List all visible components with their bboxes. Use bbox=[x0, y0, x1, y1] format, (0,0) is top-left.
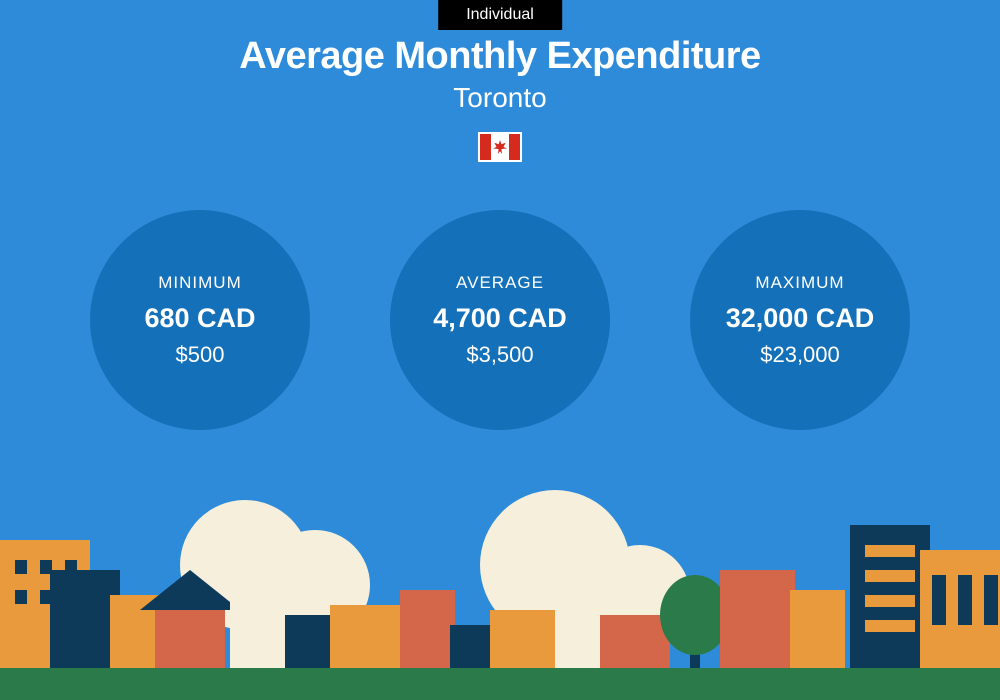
city-subtitle: Toronto bbox=[0, 82, 1000, 114]
stat-circle-average: AVERAGE 4,700 CAD $3,500 bbox=[390, 210, 610, 430]
stat-value-usd: $23,000 bbox=[760, 342, 840, 368]
stat-circle-minimum: MINIMUM 680 CAD $500 bbox=[90, 210, 310, 430]
canada-flag-icon bbox=[478, 132, 522, 162]
building-shape bbox=[720, 570, 795, 680]
tag-label: Individual bbox=[466, 6, 534, 23]
stat-label: MINIMUM bbox=[158, 273, 241, 293]
building-shape bbox=[555, 585, 605, 680]
stat-value-usd: $3,500 bbox=[466, 342, 533, 368]
cityscape-illustration bbox=[0, 490, 1000, 700]
maple-leaf-icon bbox=[493, 140, 507, 154]
stat-label: AVERAGE bbox=[456, 273, 544, 293]
category-tag: Individual bbox=[438, 0, 562, 30]
building-shape bbox=[850, 525, 930, 680]
stat-value-usd: $500 bbox=[176, 342, 225, 368]
stat-value-cad: 4,700 CAD bbox=[433, 303, 567, 334]
roof-shape bbox=[140, 570, 240, 610]
building-shape bbox=[230, 585, 290, 680]
stats-row: MINIMUM 680 CAD $500 AVERAGE 4,700 CAD $… bbox=[0, 210, 1000, 430]
building-shape bbox=[920, 550, 1000, 680]
stat-value-cad: 32,000 CAD bbox=[726, 303, 875, 334]
page-title: Average Monthly Expenditure bbox=[0, 35, 1000, 78]
building-shape bbox=[790, 590, 845, 680]
stat-circle-maximum: MAXIMUM 32,000 CAD $23,000 bbox=[690, 210, 910, 430]
stat-value-cad: 680 CAD bbox=[144, 303, 255, 334]
stat-label: MAXIMUM bbox=[755, 273, 844, 293]
ground-shape bbox=[0, 668, 1000, 700]
header: Average Monthly Expenditure Toronto bbox=[0, 35, 1000, 167]
building-shape bbox=[400, 590, 455, 680]
